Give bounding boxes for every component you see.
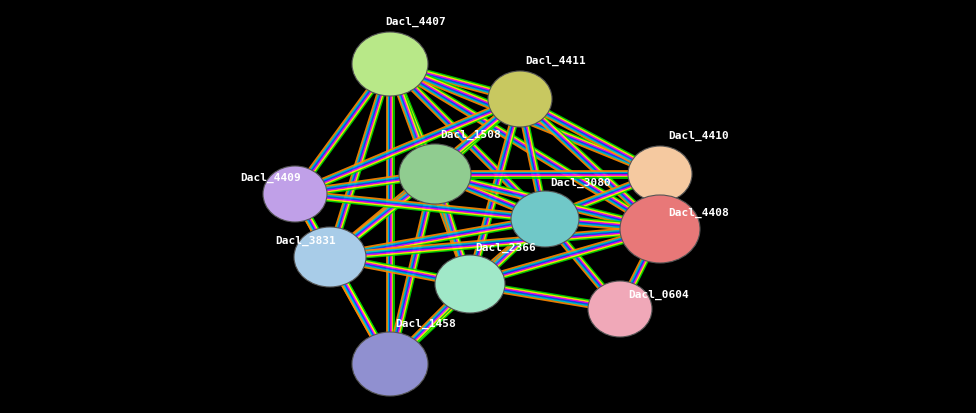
Text: Dacl_1508: Dacl_1508 bbox=[440, 129, 501, 140]
Ellipse shape bbox=[628, 147, 692, 202]
Ellipse shape bbox=[352, 33, 428, 97]
Ellipse shape bbox=[435, 255, 505, 313]
Ellipse shape bbox=[263, 166, 327, 223]
Text: Dacl_4408: Dacl_4408 bbox=[668, 207, 729, 218]
Ellipse shape bbox=[294, 228, 366, 287]
Ellipse shape bbox=[511, 192, 579, 247]
Text: Dacl_4410: Dacl_4410 bbox=[668, 131, 729, 141]
Ellipse shape bbox=[352, 332, 428, 396]
Text: Dacl_4411: Dacl_4411 bbox=[525, 56, 586, 66]
Text: Dacl_3080: Dacl_3080 bbox=[550, 177, 611, 188]
Ellipse shape bbox=[488, 72, 552, 128]
Text: Dacl_0604: Dacl_0604 bbox=[628, 289, 689, 299]
Text: Dacl_4407: Dacl_4407 bbox=[385, 17, 446, 27]
Text: Dacl_4409: Dacl_4409 bbox=[240, 172, 301, 183]
Text: Dacl_2366: Dacl_2366 bbox=[475, 242, 536, 252]
Ellipse shape bbox=[588, 281, 652, 337]
Ellipse shape bbox=[399, 145, 471, 204]
Text: Dacl_1458: Dacl_1458 bbox=[395, 318, 456, 328]
Ellipse shape bbox=[620, 195, 700, 263]
Text: Dacl_3831: Dacl_3831 bbox=[275, 235, 336, 245]
